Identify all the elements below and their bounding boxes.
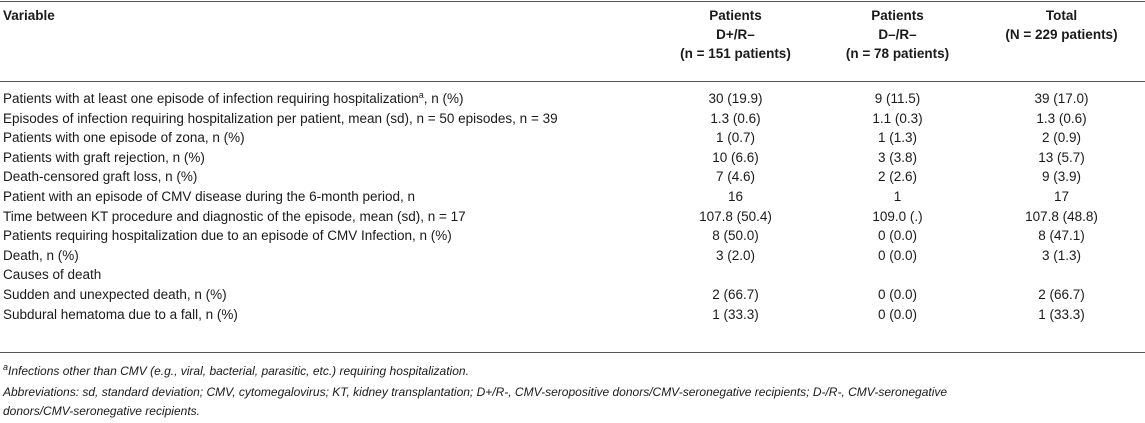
cell-dplus-rminus: 3 (2.0) [715, 247, 756, 263]
table-row: Patients with at least one episode of in… [0, 81, 1145, 109]
table-row-section: Causes of death [0, 265, 1145, 285]
header-col2-line2: D–/R– [878, 27, 917, 42]
row-label: Patient with an episode of CMV disease d… [3, 188, 415, 204]
cell-total: 1 (33.3) [1038, 306, 1085, 322]
row-label: Patients with graft rejection, n (%) [3, 149, 205, 165]
cell-total: 1.3 (0.6) [1036, 110, 1087, 126]
cell-dminus-rminus: 0 (0.0) [877, 228, 918, 244]
table-row: Patients with graft rejection, n (%) 10 … [0, 148, 1145, 168]
header-col1-line3: (n = 151 patients) [680, 46, 791, 61]
cell-dminus-rminus: 1 (1.3) [877, 130, 918, 146]
cell-dplus-rminus: 30 (19.9) [708, 91, 763, 106]
cell-dplus-rminus: 7 (4.6) [715, 169, 756, 185]
cell-dplus-rminus: 107.8 (50.4) [699, 208, 772, 224]
footnote-a-text: Infections other than CMV (e.g., viral, … [8, 364, 469, 378]
cell-total: 8 (47.1) [1038, 228, 1085, 244]
header-col2-line1: Patients [871, 8, 924, 23]
cell-dplus-rminus: 1 (33.3) [712, 306, 759, 322]
cell-dminus-rminus: 0 (0.0) [877, 306, 918, 322]
table-row: Subdural hematoma due to a fall, n (%) 1… [0, 305, 1145, 325]
table-row: Episodes of infection requiring hospital… [0, 109, 1145, 129]
cell-dminus-rminus: 109.0 (.) [872, 208, 923, 224]
abbreviations-line-2: donors/CMV-seronegative recipients. [3, 404, 200, 418]
row-label: Time between KT procedure and diagnostic… [3, 208, 466, 224]
header-col3-line1: Total [1045, 8, 1078, 23]
cell-dminus-rminus: 3 (3.8) [877, 149, 918, 165]
header-row: Variable Patients D+/R– (n = 151 patient… [0, 6, 1145, 81]
cell-dplus-rminus: 8 (50.0) [712, 228, 759, 244]
footnote-a-marker: a [3, 362, 9, 372]
cell-dplus-rminus: 16 [727, 188, 744, 204]
header-col1-line2: D+/R– [716, 27, 755, 42]
cell-total: 39 (17.0) [1034, 91, 1089, 106]
header-col-dminus-rminus: Patients D–/R– (n = 78 patients) [817, 6, 979, 81]
footnote-a: aInfections other than CMV (e.g., viral,… [3, 362, 1141, 381]
cell-dplus-rminus: 1.3 (0.6) [710, 110, 761, 126]
header-col2-line3: (n = 78 patients) [845, 46, 950, 61]
bottom-rule [0, 352, 1145, 353]
table-row: Patients with one episode of zona, n (%)… [0, 128, 1145, 148]
cell-dminus-rminus: 2 (2.6) [877, 169, 918, 185]
abbreviations-line-1: Abbreviations: sd, standard deviation; C… [3, 385, 948, 399]
table-row: Patient with an episode of CMV disease d… [0, 187, 1145, 207]
header-col3-line2: (N = 229 patients) [1005, 27, 1118, 42]
cell-dminus-rminus: 0 (0.0) [877, 286, 918, 302]
cell-total [979, 265, 1145, 285]
cell-dminus-rminus [817, 265, 979, 285]
top-rule [0, 1, 1145, 2]
cell-dplus-rminus: 2 (66.7) [712, 286, 759, 302]
results-table: Variable Patients D+/R– (n = 151 patient… [0, 6, 1145, 324]
row-label: Death-censored graft loss, n (%) [3, 169, 198, 185]
header-col1-line1: Patients [709, 8, 762, 23]
cell-total: 17 [1053, 188, 1070, 204]
cell-total: 13 (5.7) [1038, 149, 1085, 165]
row-label: Causes of death [3, 267, 102, 283]
table-row: Time between KT procedure and diagnostic… [0, 207, 1145, 227]
cell-dminus-rminus: 0 (0.0) [877, 247, 918, 263]
cell-dminus-rminus: 1.1 (0.3) [872, 110, 923, 126]
cell-total: 3 (1.3) [1041, 247, 1082, 263]
table-row: Death-censored graft loss, n (%) 7 (4.6)… [0, 167, 1145, 187]
row-label: Episodes of infection requiring hospital… [3, 110, 558, 126]
cell-dminus-rminus: 9 (11.5) [874, 91, 921, 106]
header-variable: Variable [3, 8, 55, 23]
footnote-marker: a [418, 90, 424, 100]
header-rule [0, 81, 1145, 82]
cell-total: 2 (0.9) [1041, 130, 1082, 146]
cell-total: 107.8 (48.8) [1025, 208, 1098, 224]
row-label: Patients requiring hospitalization due t… [3, 228, 452, 244]
table-row: Sudden and unexpected death, n (%) 2 (66… [0, 285, 1145, 305]
cell-dplus-rminus: 10 (6.6) [712, 149, 759, 165]
row-label: Sudden and unexpected death, n (%) [3, 286, 227, 302]
row-label-suffix: , n (%) [423, 91, 464, 106]
header-col-dplus-rminus: Patients D+/R– (n = 151 patients) [655, 6, 817, 81]
row-label: Death, n (%) [3, 247, 79, 263]
cell-total: 2 (66.7) [1038, 286, 1085, 302]
row-label: Subdural hematoma due to a fall, n (%) [3, 306, 238, 322]
row-label: Patients with at least one episode of in… [0, 81, 655, 109]
cell-dminus-rminus: 1 [893, 188, 902, 204]
cell-dplus-rminus [655, 265, 817, 285]
header-col-total: Total (N = 229 patients) [979, 6, 1145, 81]
cell-total: 9 (3.9) [1041, 169, 1082, 185]
footnote-abbreviations: Abbreviations: sd, standard deviation; C… [3, 383, 1141, 421]
table-row: Patients requiring hospitalization due t… [0, 226, 1145, 246]
cell-dplus-rminus: 1 (0.7) [715, 130, 756, 146]
row-label: Patients with one episode of zona, n (%) [3, 130, 245, 146]
table-footnotes: aInfections other than CMV (e.g., viral,… [3, 362, 1141, 421]
table-row: Death, n (%) 3 (2.0) 0 (0.0) 3 (1.3) [0, 246, 1145, 266]
row-label-text: Patients with at least one episode of in… [3, 91, 419, 106]
